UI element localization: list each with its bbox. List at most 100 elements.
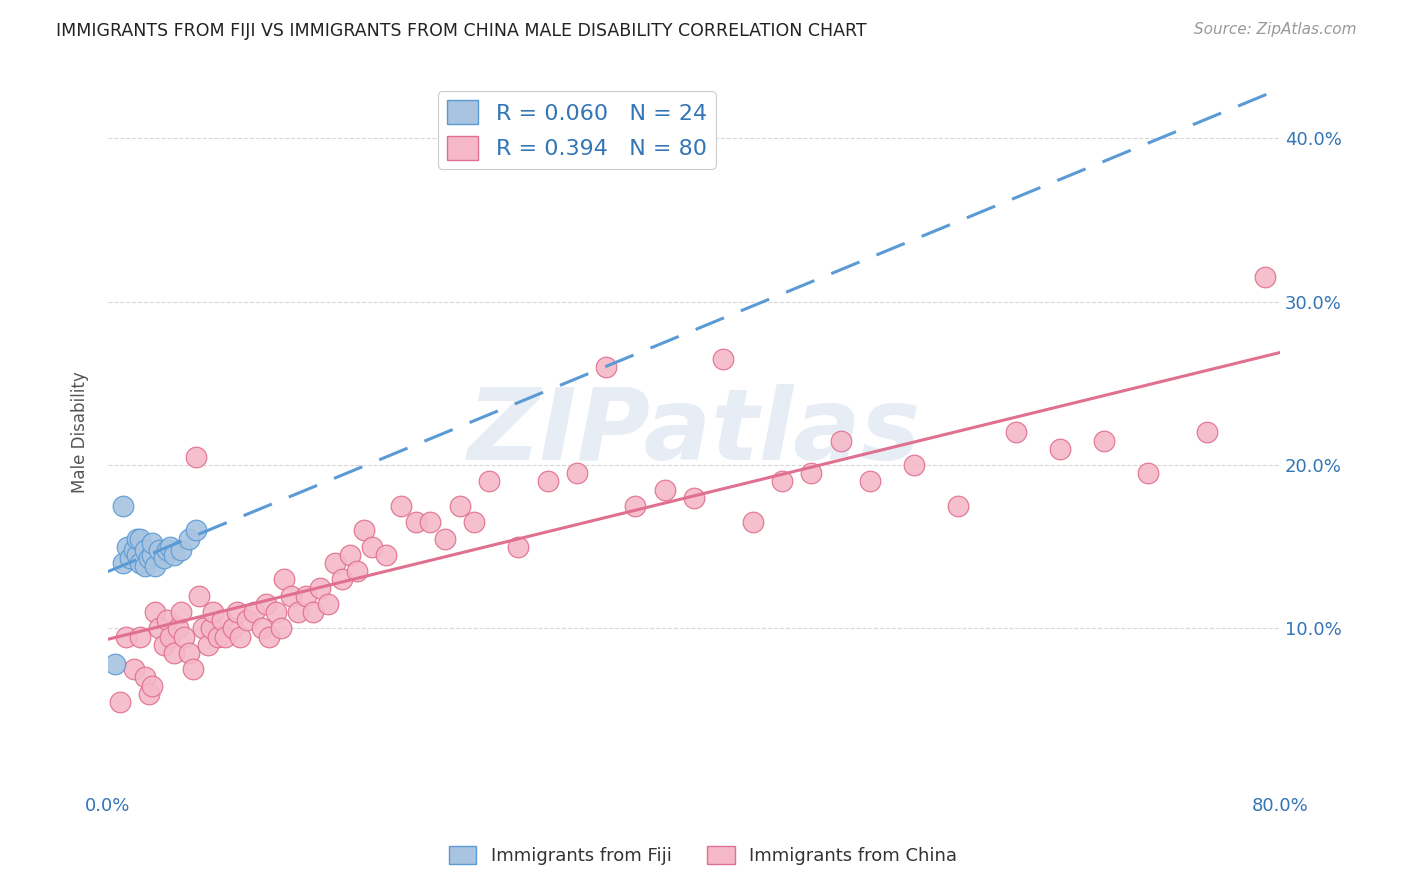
Point xyxy=(683,491,706,505)
Point xyxy=(375,548,398,562)
Point xyxy=(148,621,170,635)
Point xyxy=(155,613,177,627)
Point xyxy=(138,687,160,701)
Point xyxy=(800,466,823,480)
Point xyxy=(202,605,225,619)
Point xyxy=(859,475,882,489)
Point xyxy=(111,556,134,570)
Point xyxy=(595,359,617,374)
Point xyxy=(624,499,647,513)
Point xyxy=(654,483,676,497)
Point xyxy=(129,556,152,570)
Point xyxy=(236,613,259,627)
Point xyxy=(152,638,174,652)
Point xyxy=(170,543,193,558)
Point xyxy=(1092,434,1115,448)
Point xyxy=(159,630,181,644)
Point xyxy=(134,559,156,574)
Point xyxy=(184,524,207,538)
Point xyxy=(214,630,236,644)
Point xyxy=(170,605,193,619)
Point xyxy=(229,630,252,644)
Point xyxy=(127,532,149,546)
Point xyxy=(903,458,925,472)
Text: ZIPatlas: ZIPatlas xyxy=(467,384,921,481)
Point xyxy=(1254,270,1277,285)
Point xyxy=(250,621,273,635)
Point xyxy=(141,679,163,693)
Point xyxy=(270,621,292,635)
Point xyxy=(257,630,280,644)
Point xyxy=(129,532,152,546)
Point xyxy=(124,543,146,558)
Point xyxy=(294,589,316,603)
Point xyxy=(273,572,295,586)
Point xyxy=(243,605,266,619)
Point xyxy=(143,559,166,574)
Point xyxy=(226,605,249,619)
Point xyxy=(159,540,181,554)
Point xyxy=(177,646,200,660)
Legend: Immigrants from Fiji, Immigrants from China: Immigrants from Fiji, Immigrants from Ch… xyxy=(441,838,965,872)
Point xyxy=(124,662,146,676)
Point xyxy=(167,621,190,635)
Point xyxy=(115,540,138,554)
Point xyxy=(830,434,852,448)
Point xyxy=(163,646,186,660)
Point xyxy=(508,540,530,554)
Point xyxy=(405,515,427,529)
Point xyxy=(346,564,368,578)
Point xyxy=(155,543,177,558)
Y-axis label: Male Disability: Male Disability xyxy=(72,371,89,493)
Point xyxy=(316,597,339,611)
Point xyxy=(104,657,127,672)
Point xyxy=(565,466,588,480)
Point xyxy=(152,551,174,566)
Point xyxy=(114,630,136,644)
Point xyxy=(536,475,558,489)
Legend: R = 0.060   N = 24, R = 0.394   N = 80: R = 0.060 N = 24, R = 0.394 N = 80 xyxy=(437,91,716,169)
Point xyxy=(134,670,156,684)
Point xyxy=(463,515,485,529)
Point xyxy=(946,499,969,513)
Point xyxy=(280,589,302,603)
Point xyxy=(353,524,375,538)
Point xyxy=(419,515,441,529)
Point xyxy=(1137,466,1160,480)
Point xyxy=(449,499,471,513)
Point xyxy=(127,540,149,554)
Point xyxy=(127,548,149,562)
Point xyxy=(1049,442,1071,456)
Point xyxy=(266,605,288,619)
Point xyxy=(108,695,131,709)
Point xyxy=(184,450,207,464)
Point xyxy=(141,548,163,562)
Point xyxy=(129,630,152,644)
Point xyxy=(118,551,141,566)
Point xyxy=(187,589,209,603)
Point xyxy=(177,532,200,546)
Point xyxy=(173,630,195,644)
Text: Source: ZipAtlas.com: Source: ZipAtlas.com xyxy=(1194,22,1357,37)
Point xyxy=(323,556,346,570)
Point xyxy=(134,543,156,558)
Point xyxy=(111,499,134,513)
Point xyxy=(254,597,277,611)
Point xyxy=(211,613,233,627)
Point xyxy=(287,605,309,619)
Point xyxy=(1005,425,1028,440)
Point xyxy=(148,543,170,558)
Point xyxy=(302,605,325,619)
Point xyxy=(221,621,243,635)
Point xyxy=(741,515,763,529)
Point xyxy=(433,532,456,546)
Point xyxy=(193,621,215,635)
Text: IMMIGRANTS FROM FIJI VS IMMIGRANTS FROM CHINA MALE DISABILITY CORRELATION CHART: IMMIGRANTS FROM FIJI VS IMMIGRANTS FROM … xyxy=(56,22,868,40)
Point xyxy=(141,536,163,550)
Point xyxy=(770,475,793,489)
Point xyxy=(207,630,229,644)
Point xyxy=(197,638,219,652)
Point xyxy=(143,605,166,619)
Point xyxy=(138,551,160,566)
Point xyxy=(478,475,501,489)
